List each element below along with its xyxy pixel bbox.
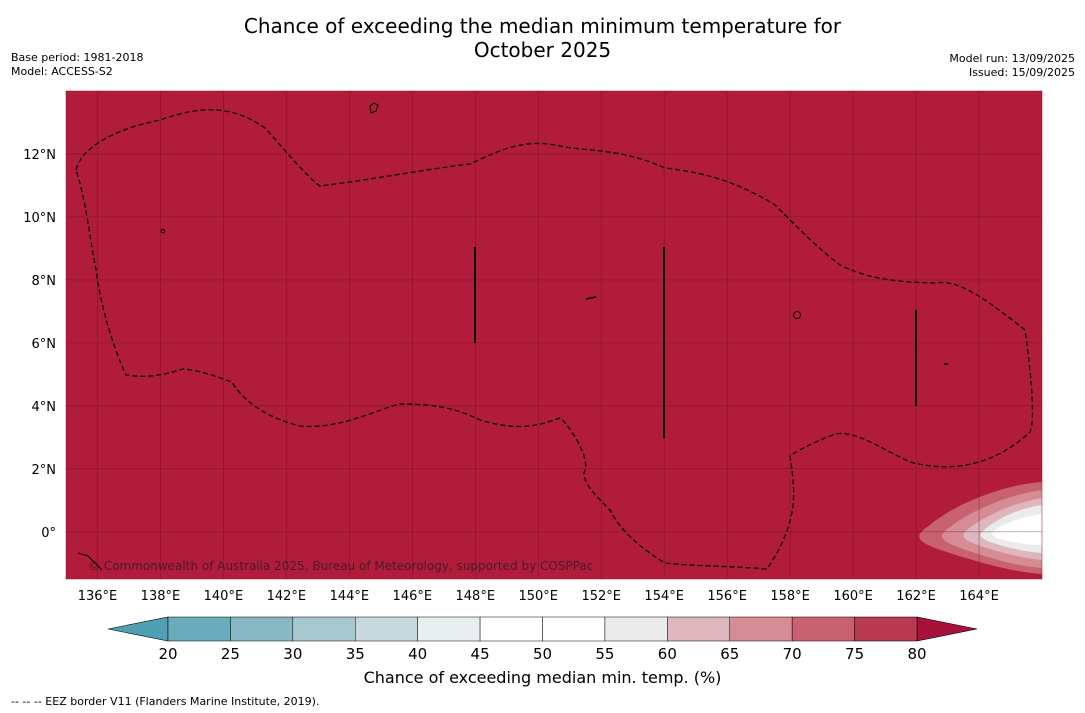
- title-line-1: Chance of exceeding the median minimum t…: [243, 14, 842, 38]
- colorbar-tick-label: 65: [720, 645, 739, 663]
- longitude-label: 136°E: [78, 589, 118, 604]
- colorbar-tick-label: 75: [845, 645, 864, 663]
- colorbar-segment: [292, 616, 356, 642]
- colorbar-segment: [230, 616, 294, 642]
- colorbar-tick-label: 20: [158, 645, 177, 663]
- map-title: Chance of exceeding the median minimum t…: [0, 14, 1085, 62]
- colorbar-tick-label: 35: [346, 645, 365, 663]
- colorbar-over-arrow: [916, 616, 978, 642]
- latitude-label: 0°: [41, 526, 56, 541]
- colorbar-segment: [854, 616, 918, 642]
- island-6: [77, 552, 103, 571]
- longitude-label: 162°E: [896, 589, 936, 604]
- colorbar-tick-label: 45: [471, 645, 490, 663]
- island-1: [369, 102, 379, 114]
- colorbar-segment: [542, 616, 606, 642]
- base-period: Base period: 1981-2018: [11, 51, 144, 64]
- longitude-label: 148°E: [456, 589, 496, 604]
- probability-patch: [919, 482, 1042, 574]
- title-line-2: October 2025: [473, 38, 612, 62]
- issued-date: Issued: 15/09/2025: [968, 66, 1075, 79]
- colorbar-tick-label: 40: [408, 645, 427, 663]
- colorbar-segment: [604, 616, 668, 642]
- longitude-label: 150°E: [518, 589, 558, 604]
- colorbar-segment: [417, 616, 481, 642]
- longitude-label: 138°E: [141, 589, 181, 604]
- model-run: Model run: 13/09/2025: [949, 52, 1075, 65]
- colorbar-tick-label: 55: [595, 645, 614, 663]
- colorbar-tick-label: 80: [907, 645, 926, 663]
- longitude-label: 156°E: [707, 589, 747, 604]
- longitude-label: 140°E: [204, 589, 244, 604]
- island-2: [793, 311, 801, 319]
- meta-right: Model run: 13/09/2025 Issued: 15/09/2025: [949, 52, 1075, 80]
- colorbar-tick-label: 30: [283, 645, 302, 663]
- colorbar-segment: [479, 616, 543, 642]
- longitude-label: 152°E: [581, 589, 621, 604]
- longitude-label: 142°E: [267, 589, 307, 604]
- colorbar-segment: [167, 616, 231, 642]
- longitude-label: 160°E: [833, 589, 873, 604]
- meta-left: Base period: 1981-2018 Model: ACCESS-S2: [11, 51, 143, 79]
- longitude-label: 144°E: [330, 589, 370, 604]
- map-area: © Commonwealth of Australia 2025, Bureau…: [65, 90, 1043, 580]
- colorbar-tick-label: 50: [533, 645, 552, 663]
- latitude-label: 10°N: [23, 211, 56, 226]
- colorbar-under-arrow: [107, 616, 169, 642]
- longitude-label: 154°E: [644, 589, 684, 604]
- colorbar-tick-label: 70: [783, 645, 802, 663]
- copyright-text: © Commonwealth of Australia 2025, Bureau…: [88, 559, 593, 573]
- colorbar-tick-label: 60: [658, 645, 677, 663]
- colorbar-segment: [667, 616, 730, 642]
- longitude-label: 164°E: [959, 589, 999, 604]
- colorbar-tick-label: 25: [221, 645, 240, 663]
- colorbar-label: Chance of exceeding median min. temp. (%…: [363, 668, 722, 687]
- axis-labels: 136°E 138°E 140°E 142°E 144°E 146°E 148°E 150°E…: [23, 148, 999, 604]
- eez-legend: -- -- -- EEZ border V11 (Flanders Marine…: [11, 695, 320, 708]
- colorbar: 20 25 30 35 40 45 50 55 60 65 70 75 80: [107, 616, 978, 663]
- latitude-label: 12°N: [23, 148, 56, 163]
- map-background: [66, 91, 1042, 579]
- colorbar-segment: [355, 616, 418, 642]
- latitude-label: 4°N: [32, 400, 57, 415]
- longitude-label: 158°E: [770, 589, 810, 604]
- model-name: Model: ACCESS-S2: [11, 65, 113, 78]
- latitude-label: 6°N: [32, 337, 57, 352]
- eez-border: [75, 109, 1034, 570]
- latitude-label: 8°N: [32, 274, 57, 289]
- colorbar-segment: [791, 616, 855, 642]
- patch-50: [992, 514, 1042, 545]
- colorbar-segment: [729, 616, 793, 642]
- island-3: [160, 228, 166, 234]
- longitude-label: 146°E: [393, 589, 433, 604]
- map-frame: [65, 90, 1043, 580]
- latitude-label: 2°N: [32, 463, 57, 478]
- island-4: [585, 296, 597, 300]
